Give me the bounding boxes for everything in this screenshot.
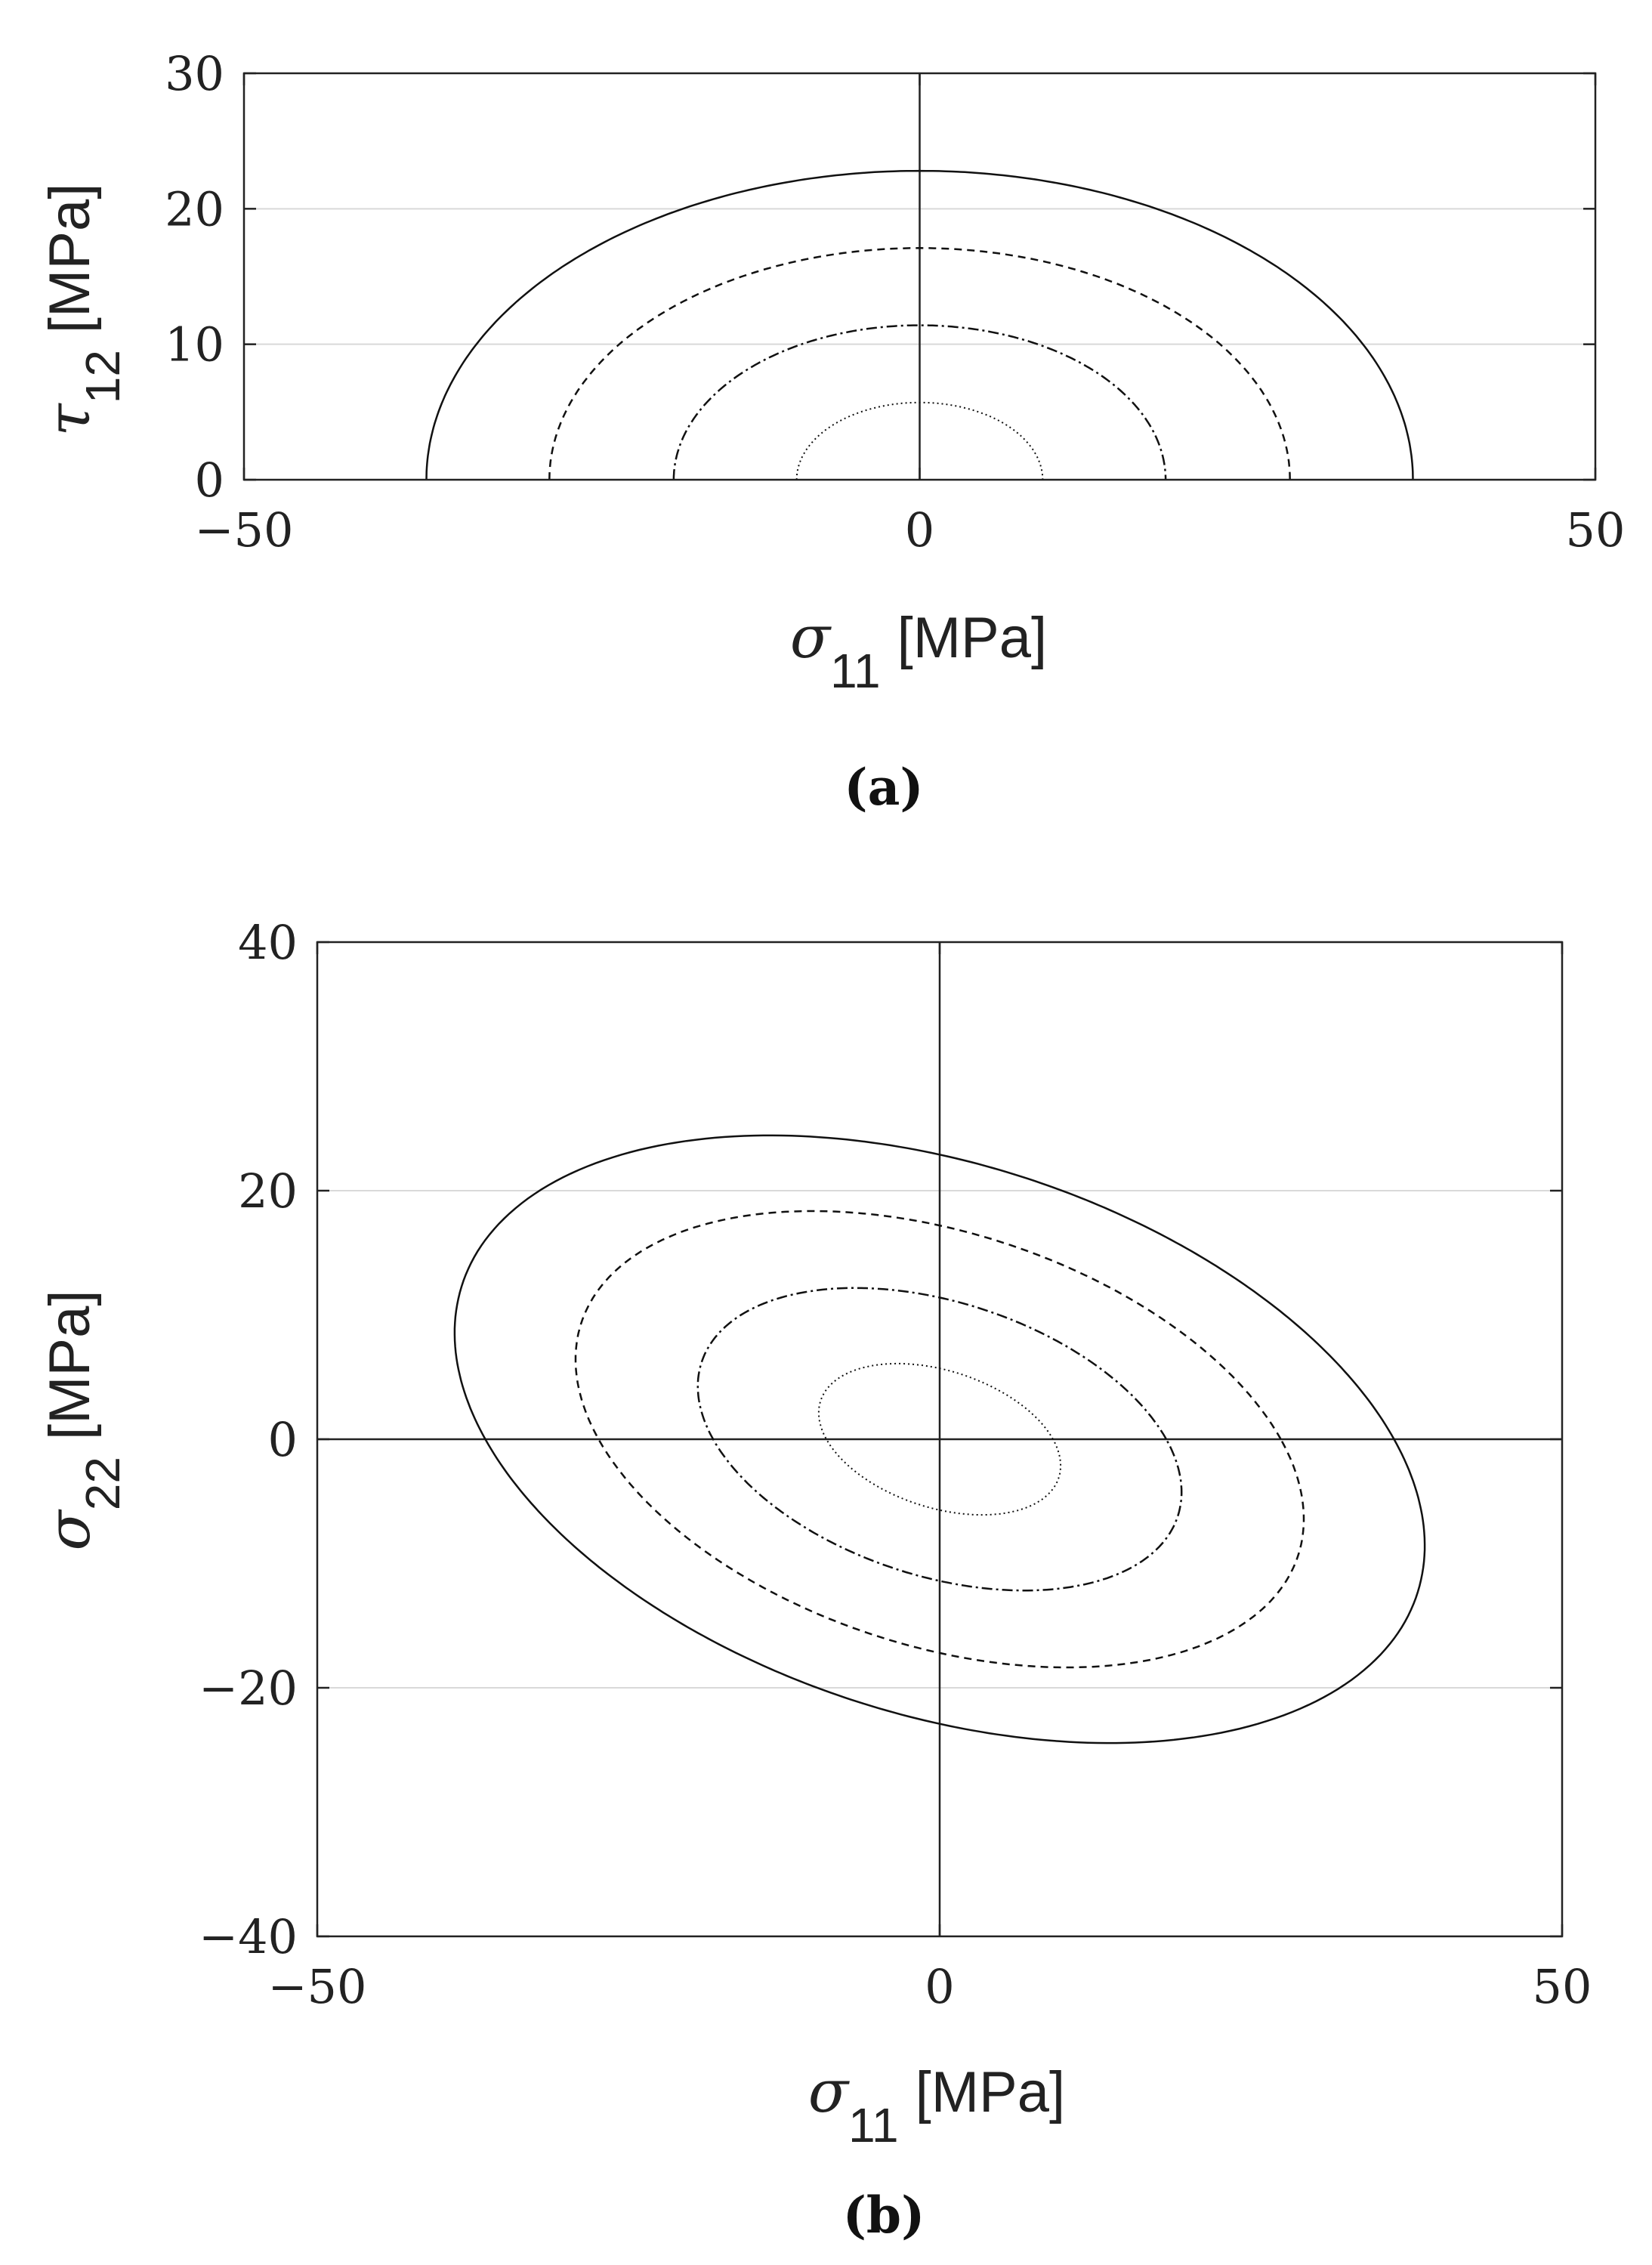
panel-b-tick-labels: −50 0 50 −40 −20 0 20 40 [199, 915, 1592, 2014]
panel-a-x-axis-label: σ11[MPa] [790, 604, 1047, 698]
y-tick-label: 30 [165, 46, 224, 101]
x-tick-label: 0 [905, 502, 934, 558]
y-tick-label: 20 [238, 1163, 298, 1219]
series-curve-solid [453, 1134, 1426, 1744]
x-tick-label: 50 [1533, 1959, 1592, 2014]
x-tick-label: 50 [1566, 502, 1626, 558]
y-tick-label: 0 [195, 453, 224, 508]
panel-b-zero-lines [317, 942, 1562, 1936]
panel-a-tick-marks [242, 72, 1597, 481]
y-tick-label: −20 [199, 1661, 298, 1716]
panel-a-y-axis-label: τ12[MPa] [36, 184, 130, 437]
y-tick-label: 0 [268, 1412, 298, 1467]
series-curve-dashed [548, 247, 1291, 481]
panel-a-curves [425, 169, 1414, 481]
y-tick-label: 20 [165, 181, 224, 236]
panel-b: −50 0 50 −40 −20 0 20 40 σ11[MPa] σ22[MPa] (b) [36, 915, 1592, 2245]
series-curve-dashed [574, 1210, 1305, 1669]
series-curve-dotted [795, 401, 1044, 480]
x-tick-label: 0 [925, 1959, 954, 2014]
panel-b-y-axis-label: σ22[MPa] [36, 1290, 130, 1551]
series-curve-dashdot [696, 1287, 1183, 1592]
panel-b-x-axis-label: σ11[MPa] [808, 2058, 1065, 2152]
y-tick-label: 40 [238, 915, 298, 970]
x-tick-label: −50 [268, 1959, 367, 2014]
x-tick-label: −50 [195, 502, 294, 558]
panel-b-curves [453, 1134, 1426, 1744]
series-curve-dashdot [672, 324, 1167, 480]
y-tick-label: 10 [165, 317, 224, 372]
panel-a-caption: (a) [844, 758, 923, 817]
series-curve-solid [425, 169, 1414, 481]
panel-b-tick-marks [316, 941, 1564, 1938]
y-tick-label: −40 [199, 1909, 298, 1964]
panel-b-caption: (b) [843, 2186, 925, 2245]
